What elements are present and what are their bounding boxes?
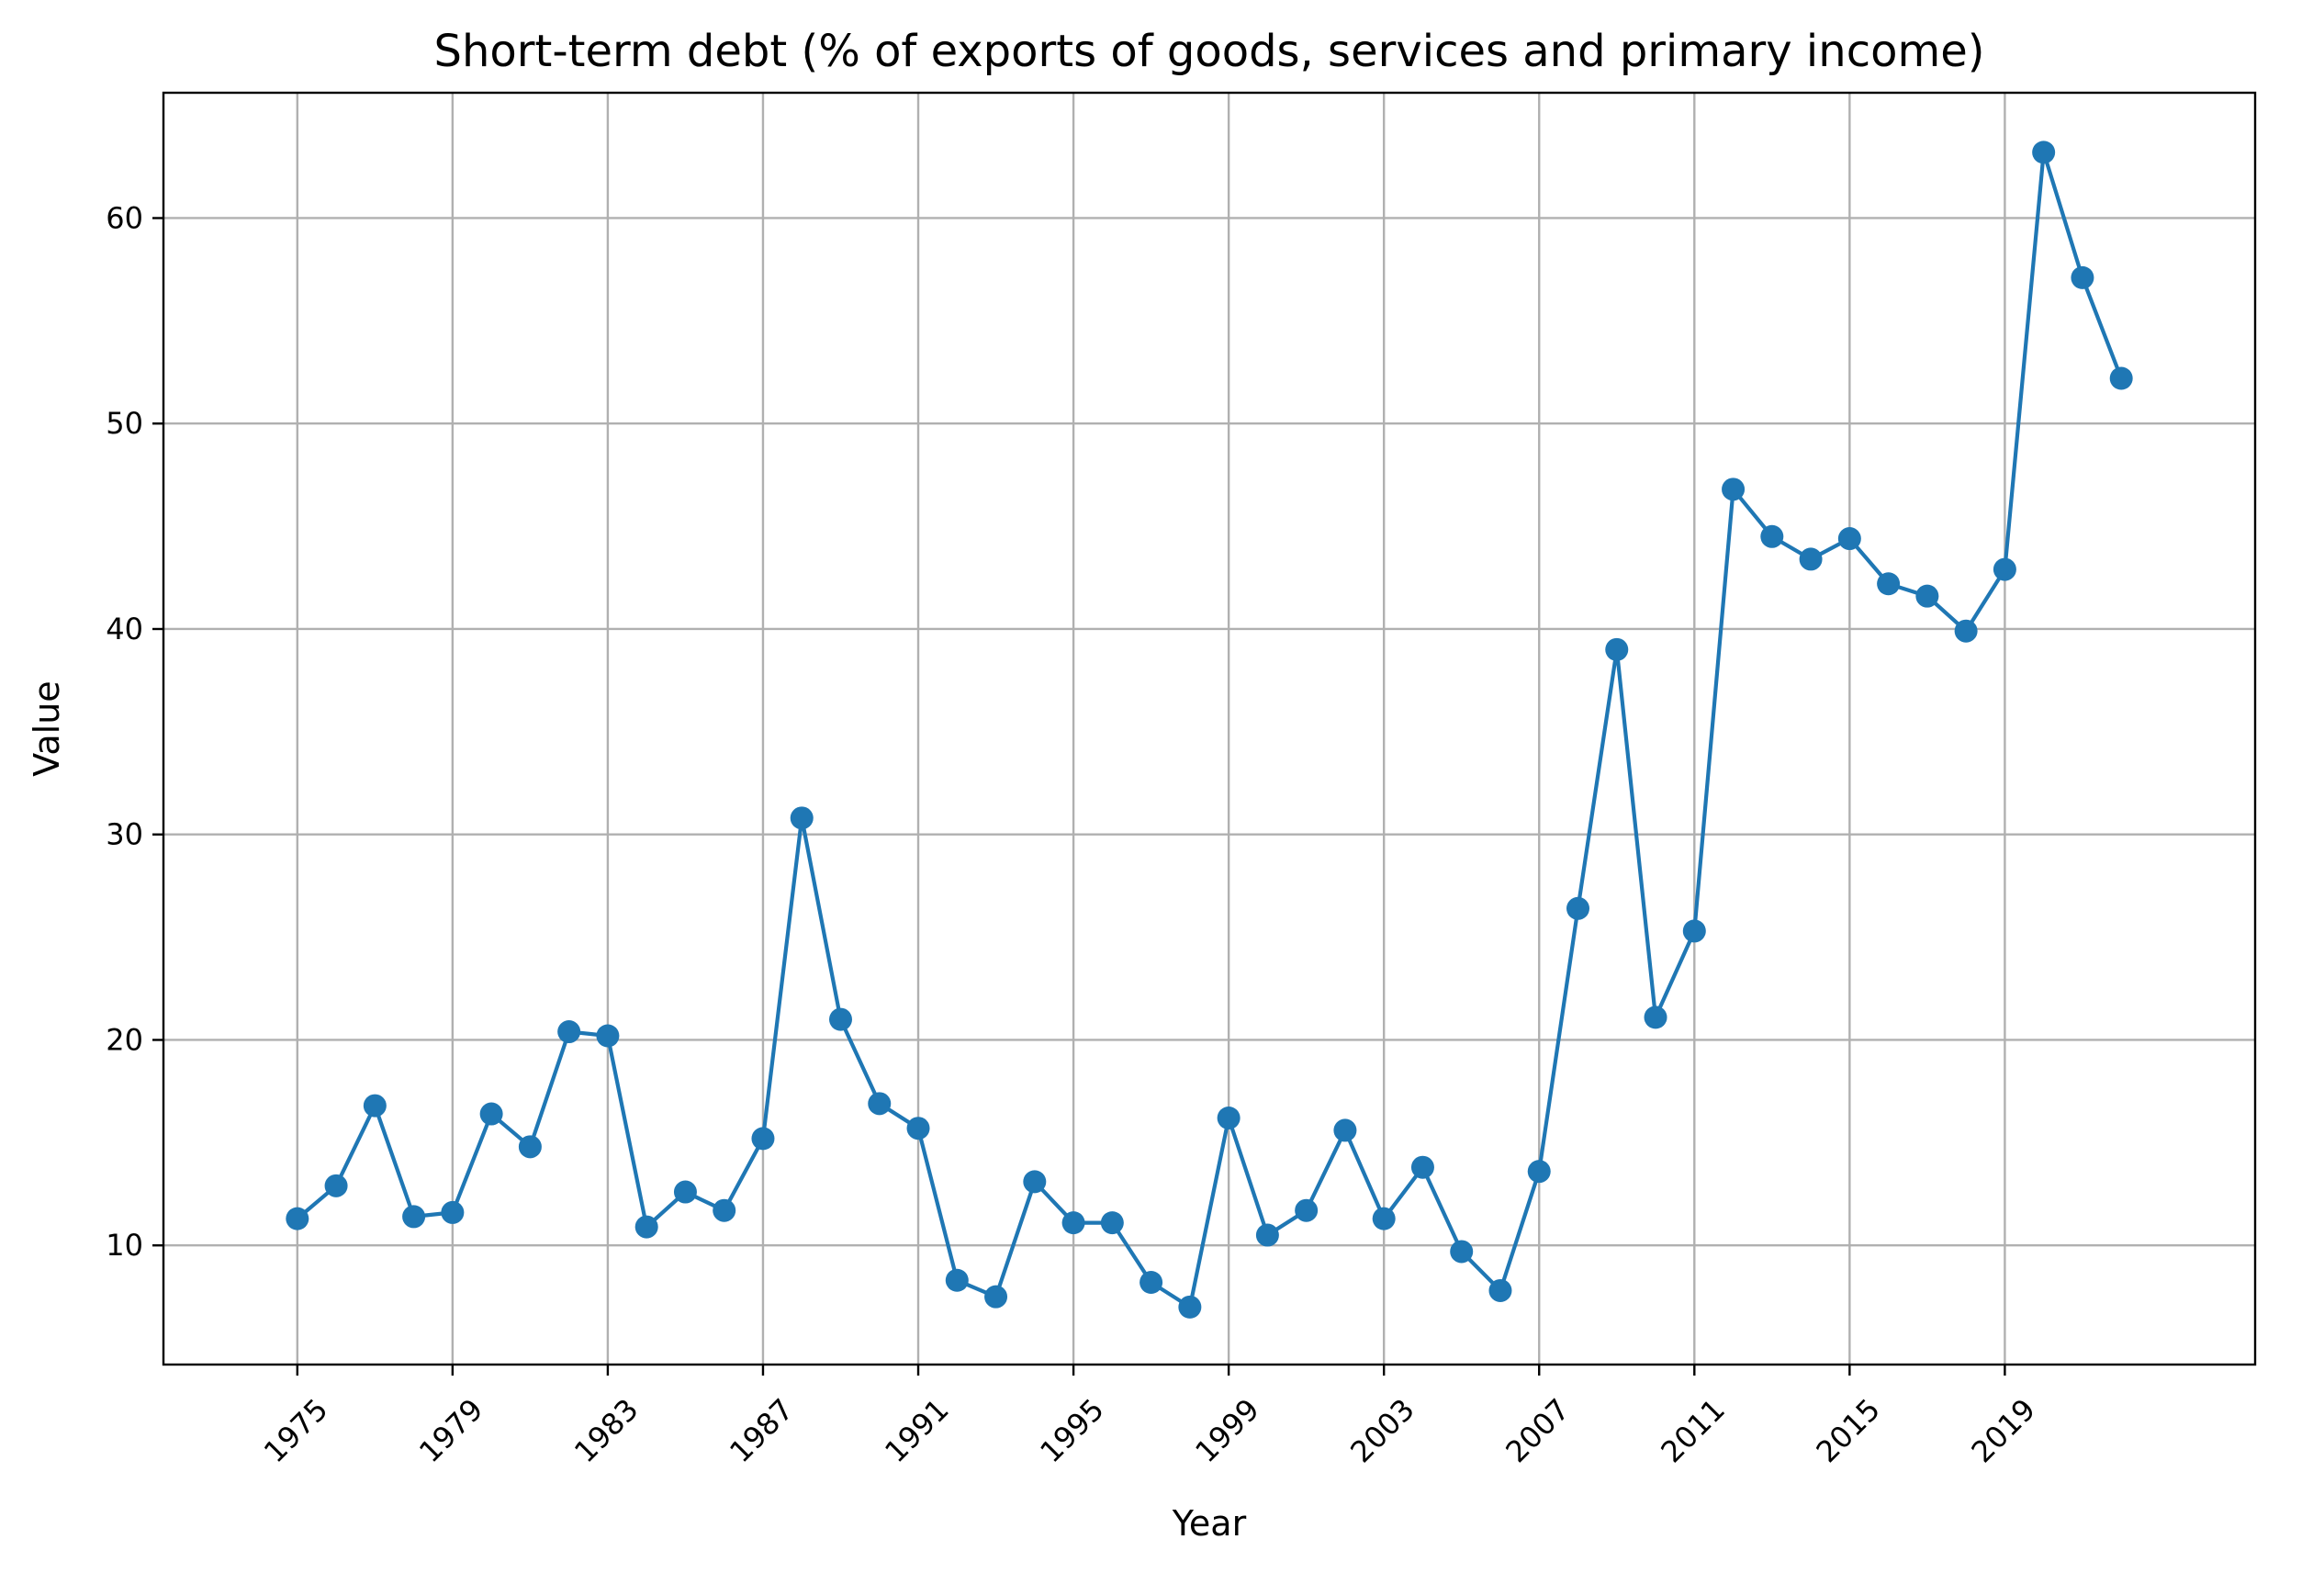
data-point-2004: [1410, 1155, 1434, 1179]
y-tick-label-40: 40: [106, 612, 143, 646]
data-point-2002: [1333, 1118, 1357, 1142]
data-point-2009: [1605, 637, 1629, 661]
data-point-1992: [945, 1268, 969, 1292]
data-point-2021: [2071, 265, 2094, 289]
data-point-2016: [1877, 572, 1901, 596]
data-point-1988: [790, 806, 814, 830]
data-point-1994: [1023, 1170, 1047, 1194]
data-point-1983: [596, 1024, 620, 1048]
data-point-1995: [1061, 1211, 1085, 1235]
data-point-1997: [1140, 1271, 1163, 1295]
data-point-1990: [868, 1092, 892, 1116]
y-tick-label-50: 50: [106, 406, 143, 441]
data-point-1989: [828, 1007, 852, 1031]
data-point-2014: [1799, 547, 1823, 571]
y-axis-label: Value: [27, 680, 67, 776]
data-point-1982: [557, 1020, 581, 1044]
data-point-1979: [441, 1200, 465, 1224]
data-point-2018: [1954, 619, 1978, 643]
data-point-2007: [1527, 1160, 1551, 1184]
y-tick-label-20: 20: [106, 1022, 143, 1057]
data-point-1985: [673, 1180, 697, 1204]
data-point-1986: [713, 1198, 736, 1222]
data-point-2010: [1644, 1006, 1667, 1029]
data-point-2019: [1993, 557, 2016, 581]
data-point-2006: [1488, 1278, 1512, 1302]
grid: [163, 93, 2255, 1365]
data-point-2015: [1837, 527, 1861, 551]
data-point-1991: [906, 1117, 930, 1140]
data-point-1978: [402, 1205, 426, 1229]
y-tick-label-10: 10: [106, 1228, 143, 1263]
data-point-1977: [363, 1094, 387, 1118]
data-point-1999: [1217, 1107, 1241, 1130]
y-tick-label-60: 60: [106, 200, 143, 235]
data-point-2001: [1295, 1198, 1319, 1222]
data-point-1975: [286, 1207, 309, 1230]
data-point-2003: [1372, 1207, 1396, 1230]
data-point-1976: [324, 1174, 348, 1197]
data-point-2008: [1566, 896, 1590, 920]
data-point-2000: [1255, 1223, 1279, 1247]
chart-title: Short-term debt (% of exports of goods, …: [434, 26, 1985, 77]
plot-frame: [162, 91, 2257, 1366]
data-point-1984: [634, 1215, 658, 1239]
data-point-2005: [1450, 1240, 1474, 1264]
data-point-1981: [518, 1135, 542, 1159]
data-point-2022: [2109, 366, 2133, 390]
data-point-2020: [2032, 140, 2056, 164]
data-point-1993: [984, 1285, 1008, 1309]
data-point-2013: [1760, 524, 1784, 548]
x-axis-label: Year: [1172, 1503, 1247, 1544]
series-short-term-debt: [286, 140, 2133, 1319]
data-point-2012: [1722, 478, 1746, 501]
data-point-1980: [479, 1102, 503, 1126]
y-tick-label-30: 30: [106, 817, 143, 852]
data-point-1998: [1178, 1295, 1202, 1319]
data-point-2017: [1915, 584, 1939, 608]
data-point-2011: [1682, 919, 1706, 943]
data-point-1996: [1100, 1211, 1124, 1235]
data-point-1987: [751, 1127, 775, 1151]
